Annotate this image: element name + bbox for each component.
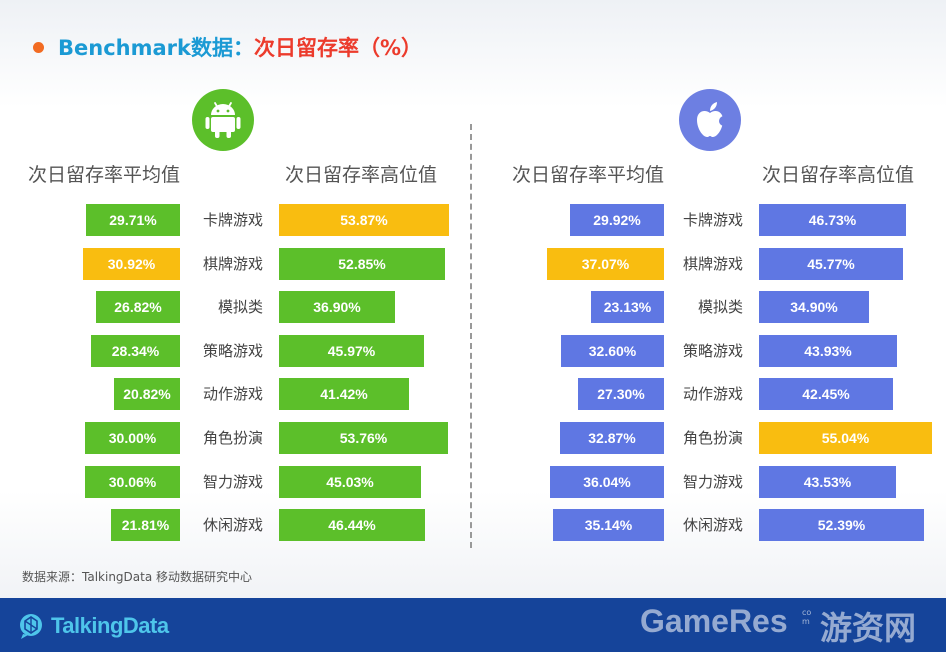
slide-background: Benchmark数据：次日留存率（%） 次日留存率平均值 次日留存率高位值 次… [0,0,946,598]
ios-high-bar: 42.45% [759,378,893,410]
ios-high-header: 次日留存率高位值 [762,164,915,186]
android-category-label: 角色扮演 [202,429,263,447]
android-avg-bar: 29.71% [86,204,180,236]
platform-divider [470,124,472,548]
android-avg-header: 次日留存率平均值 [28,164,181,186]
android-category-label: 策略游戏 [202,342,263,360]
android-high-bar: 52.85% [279,248,445,280]
android-category-label: 卡牌游戏 [202,211,263,229]
ios-high-bar: 43.93% [759,335,897,367]
android-high-bar: 45.97% [279,335,424,367]
footer-bar: TalkingData [0,598,946,652]
data-source: 数据来源：TalkingData 移动数据研究中心 [22,570,253,584]
ios-avg-bar: 29.92% [570,204,664,236]
android-category-label: 棋牌游戏 [202,255,263,273]
ios-high-bar: 45.77% [759,248,903,280]
gameres-watermark-domain: com [802,608,812,626]
title-bullet-dot [33,42,44,53]
title-highlight: 次日留存率（%） [253,36,423,60]
android-avg-bar: 26.82% [96,291,180,323]
ios-avg-bar: 23.13% [591,291,664,323]
talkingdata-logo: TalkingData [17,611,169,641]
ios-avg-bar: 35.14% [553,509,664,541]
android-high-bar: 46.44% [279,509,425,541]
ios-category-label: 动作游戏 [682,385,743,403]
ios-category-label: 智力游戏 [682,473,743,491]
ios-high-bar: 55.04% [759,422,932,454]
android-category-label: 动作游戏 [202,385,263,403]
ios-avg-bar: 32.60% [561,335,664,367]
android-avg-bar: 28.34% [91,335,180,367]
ios-avg-bar: 37.07% [547,248,664,280]
android-high-bar: 53.87% [279,204,449,236]
ios-category-label: 模拟类 [697,298,743,316]
ios-avg-bar: 27.30% [578,378,664,410]
android-category-label: 模拟类 [217,298,263,316]
ios-high-bar: 34.90% [759,291,869,323]
ios-category-label: 策略游戏 [682,342,743,360]
android-avg-bar: 30.92% [83,248,180,280]
talkingdata-logo-text: TalkingData [51,613,169,638]
ios-category-label: 棋牌游戏 [682,255,743,273]
android-high-bar: 36.90% [279,291,395,323]
talkingdata-logo-icon [20,614,42,639]
ios-avg-bar: 32.87% [560,422,664,454]
apple-icon [679,89,741,151]
android-high-bar: 41.42% [279,378,409,410]
title-prefix: Benchmark数据： [58,36,254,60]
ios-high-bar: 43.53% [759,466,896,498]
android-avg-bar: 30.06% [85,466,180,498]
gameres-watermark-cn: 游资网 [820,609,917,647]
ios-avg-header: 次日留存率平均值 [512,164,665,186]
android-avg-bar: 21.81% [111,509,180,541]
ios-category-label: 卡牌游戏 [682,211,743,229]
ios-high-bar: 46.73% [759,204,906,236]
ios-category-label: 角色扮演 [682,429,743,447]
android-high-bar: 45.03% [279,466,421,498]
ios-category-label: 休闲游戏 [682,516,743,534]
android-high-header: 次日留存率高位值 [285,164,438,186]
gameres-watermark: GameRes [640,603,788,639]
android-icon [192,89,254,151]
android-avg-bar: 20.82% [114,378,180,410]
android-category-label: 休闲游戏 [202,516,263,534]
ios-high-bar: 52.39% [759,509,924,541]
android-category-label: 智力游戏 [202,473,263,491]
page-title: Benchmark数据：次日留存率（%） [58,34,422,62]
android-high-bar: 53.76% [279,422,448,454]
android-avg-bar: 30.00% [85,422,180,454]
ios-avg-bar: 36.04% [550,466,664,498]
